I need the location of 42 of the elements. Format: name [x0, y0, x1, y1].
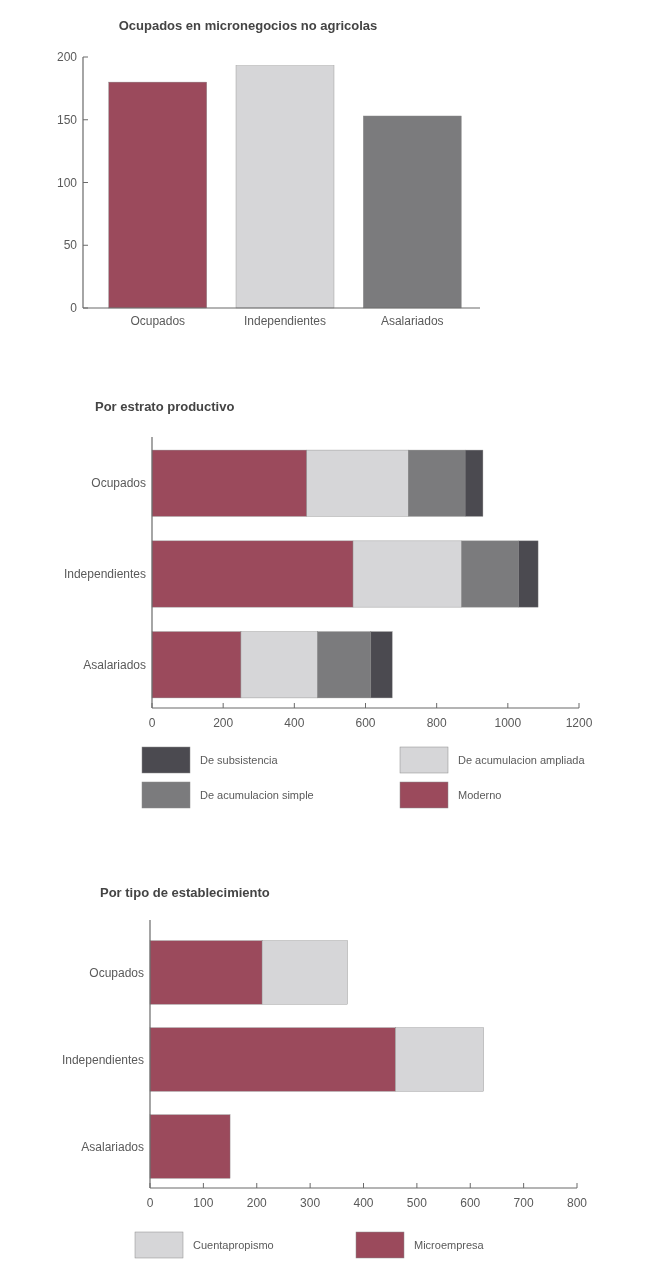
- x-tick-label: Independientes: [243, 314, 327, 328]
- y-tick-label: 100: [56, 175, 78, 190]
- x-tick-label: 800: [426, 716, 447, 730]
- x-tick-label: 600: [355, 716, 376, 730]
- x-tick-label: 600: [460, 1196, 481, 1210]
- bar: [235, 65, 335, 309]
- legend-label: De acumulacion simple: [200, 788, 314, 801]
- x-tick-label: 1000: [494, 716, 522, 730]
- y-tick-label: Independientes: [61, 1052, 144, 1067]
- x-tick-label: 400: [353, 1196, 374, 1210]
- y-tick-label: Ocupados: [89, 965, 144, 980]
- x-tick-label: 1200: [565, 716, 593, 730]
- chart-title: Ocupados en micronegocios no agricolas: [118, 18, 378, 33]
- y-tick-label: 50: [63, 238, 78, 253]
- y-tick-label: Ocupados: [91, 476, 146, 491]
- y-tick-label: Asalariados: [81, 1139, 144, 1154]
- x-tick-label: 100: [193, 1196, 214, 1210]
- y-tick-label: 150: [56, 112, 78, 127]
- bar: [108, 81, 207, 309]
- y-tick-label: Asalariados: [83, 657, 146, 672]
- chart-title: Por estrato productivo: [95, 399, 235, 414]
- legend-label: Microempresa: [414, 1238, 485, 1251]
- chart-title: Por tipo de establecimiento: [100, 885, 270, 900]
- x-tick-label: 300: [300, 1196, 321, 1210]
- legend-label: De acumulacion ampliada: [458, 753, 586, 766]
- y-tick-label: 0: [70, 301, 78, 316]
- x-tick-label: 800: [566, 1196, 588, 1210]
- x-tick-label: 200: [246, 1196, 268, 1210]
- x-tick-label: 700: [513, 1196, 534, 1210]
- x-tick-label: 400: [284, 716, 305, 730]
- x-tick-label: Ocupados: [130, 314, 186, 328]
- x-tick-label: 0: [148, 716, 156, 730]
- y-tick-label: 200: [56, 50, 78, 65]
- x-tick-label: 500: [406, 1196, 428, 1210]
- x-tick-label: Asalariados: [380, 314, 444, 328]
- legend-label: De subsistencia: [200, 753, 279, 766]
- bar: [363, 115, 462, 309]
- bar: [149, 1114, 231, 1179]
- y-tick-label: Independientes: [63, 567, 146, 582]
- legend-label: Cuentapropismo: [193, 1238, 274, 1251]
- x-tick-label: 200: [213, 716, 234, 730]
- legend-label: Moderno: [458, 788, 502, 801]
